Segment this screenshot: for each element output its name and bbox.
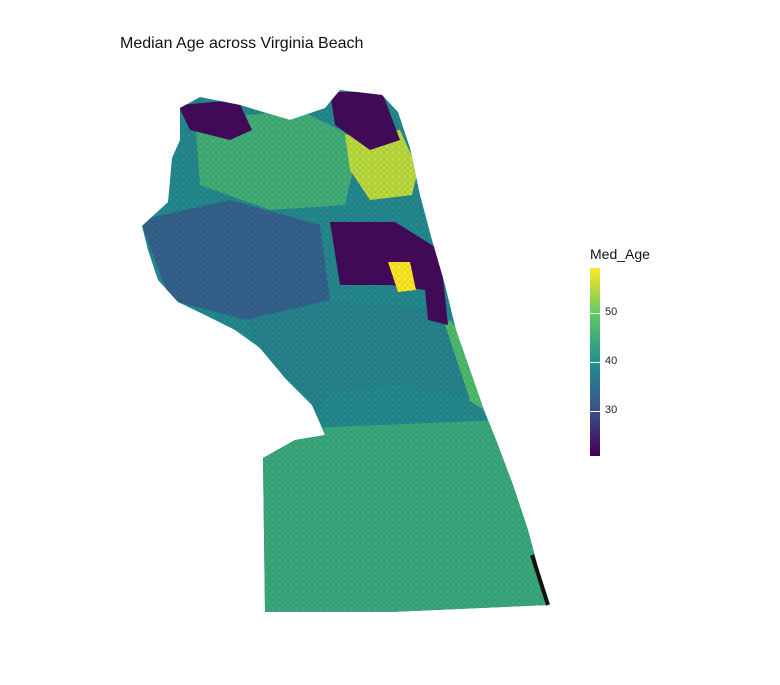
legend-tick-label: 50: [605, 305, 618, 318]
legend-tick-mark: [590, 411, 600, 413]
legend-tick-label: 40: [605, 355, 618, 367]
legend-tick-label: 30: [605, 404, 618, 417]
legend-tick-mark: [590, 362, 600, 363]
legend-title: Med_Age: [590, 246, 650, 262]
map-title: Median Age across Virginia Beach: [120, 35, 364, 52]
legend-tick-mark: [590, 312, 600, 314]
coastline-edge: [530, 554, 550, 606]
